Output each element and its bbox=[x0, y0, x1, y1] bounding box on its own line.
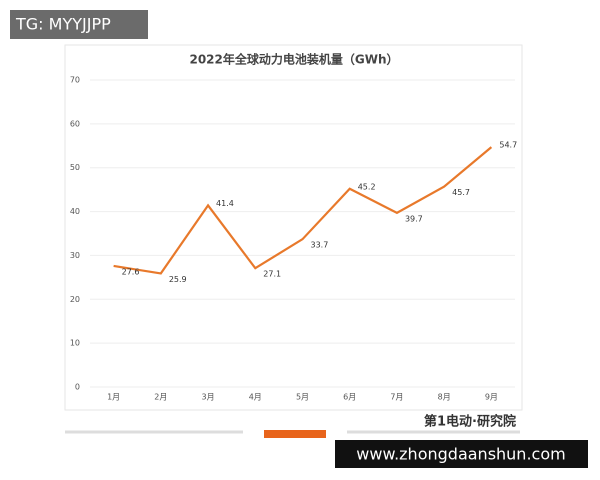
tag-box bbox=[10, 10, 148, 39]
y-tick-label: 70 bbox=[70, 76, 80, 85]
logo: 第1电动·研究院 bbox=[424, 414, 516, 430]
y-tick-label: 40 bbox=[70, 207, 80, 216]
y-tick-label: 0 bbox=[75, 383, 80, 392]
data-label: 54.7 bbox=[499, 141, 517, 150]
plot: 0 10 20 30 40 50 60 70 1月 2月 3月 4月 5月 6月 7月 8月 9月 27.6 25.… bbox=[70, 76, 517, 402]
x-tick-label: 2月 bbox=[154, 393, 167, 402]
x-tick-label: 3月 bbox=[202, 393, 215, 402]
data-label: 41.4 bbox=[216, 199, 234, 208]
data-label: 45.7 bbox=[452, 188, 470, 197]
data-label: 33.7 bbox=[311, 241, 329, 250]
watermark-box bbox=[335, 440, 588, 468]
tag-text: TG: MYYJJPP bbox=[15, 15, 111, 34]
data-label: 27.6 bbox=[122, 267, 140, 276]
y-tick-label: 60 bbox=[70, 119, 80, 128]
data-label: 25.9 bbox=[169, 275, 187, 284]
x-tick-label: 5月 bbox=[296, 393, 309, 402]
data-line bbox=[113, 146, 493, 275]
data-label: 45.2 bbox=[358, 182, 376, 191]
y-tick-label: 30 bbox=[70, 251, 80, 260]
x-tick-label: 6月 bbox=[343, 393, 356, 402]
x-tick-label: 1月 bbox=[107, 393, 120, 402]
watermark-text: www.zhongdaanshun.com bbox=[356, 445, 565, 464]
data-label: 39.7 bbox=[405, 214, 423, 223]
y-tick-label: 10 bbox=[70, 339, 80, 348]
y-tick-label: 20 bbox=[70, 295, 80, 304]
x-tick-label: 4月 bbox=[249, 393, 262, 402]
y-tick-label: 50 bbox=[70, 163, 80, 172]
chart-panel bbox=[64, 44, 523, 411]
x-tick-label: 7月 bbox=[390, 393, 403, 402]
chart-title: 2022年全球动力电池装机量（GWh） bbox=[189, 52, 398, 67]
accent-bar bbox=[264, 430, 326, 438]
data-label: 27.1 bbox=[263, 270, 281, 279]
x-tick-label: 9月 bbox=[485, 393, 498, 402]
x-tick-label: 8月 bbox=[438, 393, 451, 402]
